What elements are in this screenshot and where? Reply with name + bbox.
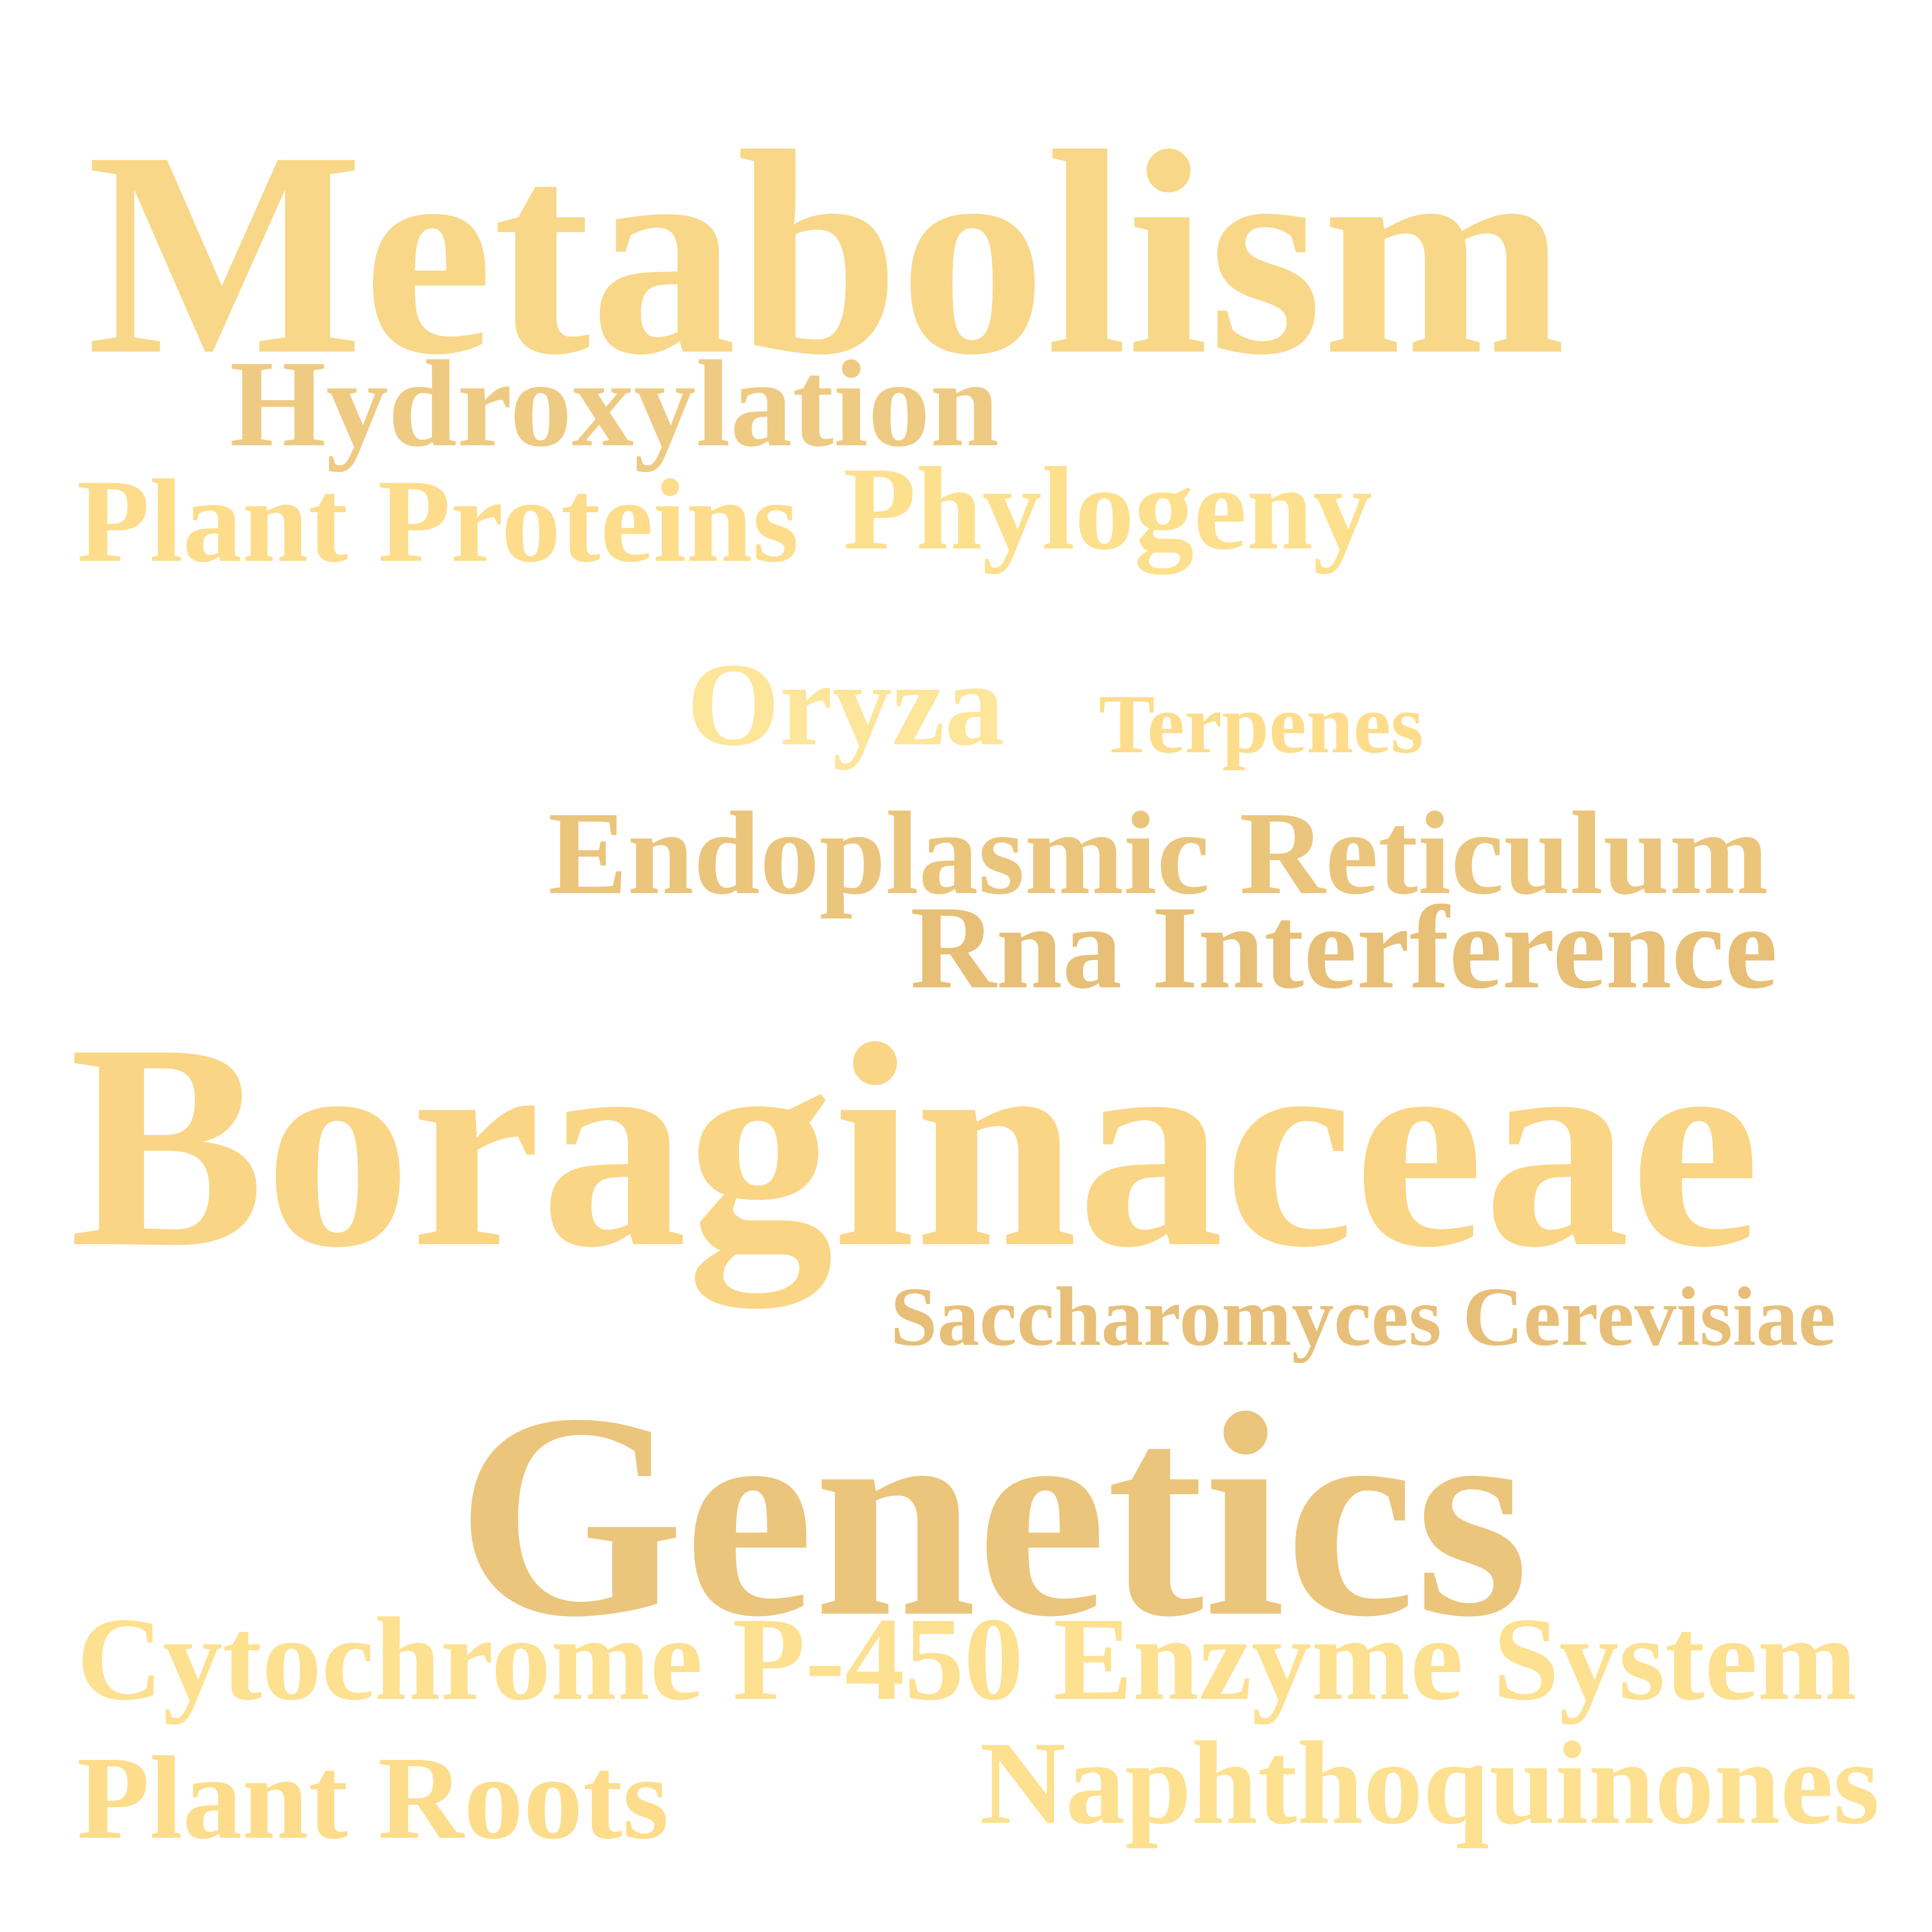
word-phylogeny: Phylogeny — [843, 442, 1372, 574]
word-metabolism: Metabolism — [87, 91, 1566, 415]
word-endoplasmic-reticulum: Endoplasmic Reticulum — [548, 787, 1769, 919]
word-genetics: Genetics — [456, 1353, 1529, 1677]
word-cytochrome-p450-enzyme-system: Cytochrome P-450 Enzyme System — [77, 1593, 1857, 1725]
word-terpenes: Terpenes — [1099, 677, 1424, 771]
word-plant-proteins: Plant Proteins — [77, 455, 799, 587]
word-hydroxylation: Hydroxylation — [230, 335, 999, 473]
word-plant-roots: Plant Roots — [77, 1732, 669, 1864]
word-naphthoquinones: Naphthoquinones — [980, 1717, 1880, 1849]
word-oryza: Oryza — [687, 638, 1004, 770]
word-saccharomyces-cerevisiae: Saccharomyces Cerevisiae — [890, 1270, 1836, 1363]
word-rna-interference: Rna Interference — [910, 881, 1778, 1013]
word-boraginaceae: Boraginaceae — [69, 983, 1760, 1308]
